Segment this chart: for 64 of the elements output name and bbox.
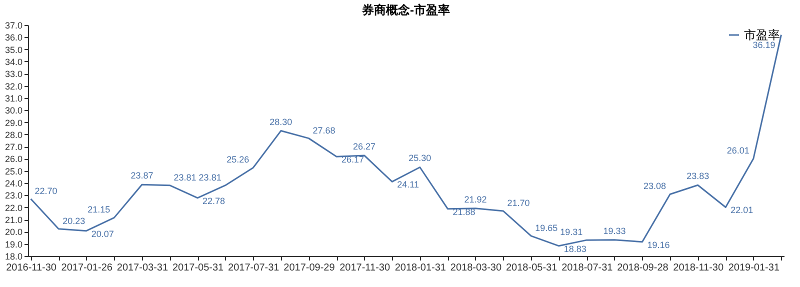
x-tick-label: 2016-11-30 (6, 262, 57, 274)
y-tick-label: 27.0 (4, 142, 22, 152)
x-tick-label: 2017-09-29 (284, 262, 336, 274)
x-tick-label: 2017-07-31 (228, 262, 280, 274)
text: 19.31 (560, 227, 583, 238)
x-tick-label: 2017-03-31 (116, 262, 168, 274)
chart-title: 券商概念-市盈率 (361, 3, 450, 17)
y-tick-label: 23.0 (4, 190, 22, 201)
text: 28.30 (270, 116, 292, 127)
text: 18.83 (564, 244, 586, 254)
y-tick-label: 36.0 (4, 32, 22, 43)
text: 27.68 (312, 125, 336, 136)
text: 19.33 (603, 226, 626, 236)
text: 23.83 (686, 171, 710, 182)
y-tick-label: 22.0 (4, 202, 22, 213)
y-tick-label: 37.0 (4, 20, 22, 30)
text: 36.19 (752, 40, 776, 50)
text: 22.78 (202, 196, 226, 206)
y-tick-label: 24.0 (4, 178, 22, 189)
y-tick-label: 35.0 (4, 44, 22, 55)
x-tick-label: 2017-05-31 (172, 262, 224, 274)
text: 26.27 (353, 141, 376, 152)
text: 26.17 (342, 154, 364, 165)
text: 21.88 (452, 206, 476, 217)
x-tick-label: 2018-03-30 (450, 262, 502, 274)
text: 22.70 (34, 186, 58, 196)
x-tick-label: 2018-09-28 (617, 262, 669, 274)
text: 21.70 (507, 198, 530, 208)
x-tick-label: 2019-01-31 (728, 262, 780, 274)
text: 26.01 (726, 146, 750, 156)
text: 24.11 (397, 180, 419, 190)
y-tick-label: 28.0 (4, 130, 22, 140)
text: 20.23 (62, 216, 86, 226)
text: 22.01 (730, 205, 754, 216)
x-tick-label: 2018-05-31 (506, 262, 558, 274)
text: 25.26 (226, 154, 250, 165)
text: 20.07 (91, 228, 114, 239)
text: 21.92 (464, 194, 487, 204)
x-tick-label: 2018-11-30 (673, 262, 724, 274)
text: 23.87 (130, 170, 154, 181)
y-tick-label: 33.0 (4, 69, 22, 80)
y-tick-label: 19.0 (4, 239, 22, 250)
text: 25.30 (408, 153, 432, 164)
text: 23.81 (198, 172, 222, 182)
text: 19.65 (535, 222, 558, 233)
y-tick-label: 18.0 (4, 252, 22, 262)
y-tick-label: 20.0 (4, 227, 22, 238)
x-tick-label: 2018-07-31 (562, 262, 614, 274)
y-tick-label: 26.0 (4, 154, 22, 164)
text: 21.15 (88, 204, 110, 215)
y-tick-label: 31.0 (4, 93, 22, 104)
text: 19.16 (647, 240, 670, 250)
y-tick-label: 30.0 (4, 106, 22, 116)
legend-label: 市盈率 (744, 28, 780, 42)
x-tick-label: 2018-01-31 (394, 262, 446, 274)
y-tick-label: 29.0 (4, 118, 22, 128)
x-tick-label: 2017-11-30 (340, 262, 390, 274)
x-tick-label: 2017-01-26 (61, 262, 113, 274)
y-tick-label: 21.0 (4, 215, 22, 226)
text: 23.81 (174, 172, 196, 182)
y-tick-label: 25.0 (4, 166, 22, 176)
y-tick-label: 32.0 (4, 81, 22, 92)
text: 23.08 (644, 181, 666, 192)
y-tick-label: 34.0 (4, 56, 22, 67)
